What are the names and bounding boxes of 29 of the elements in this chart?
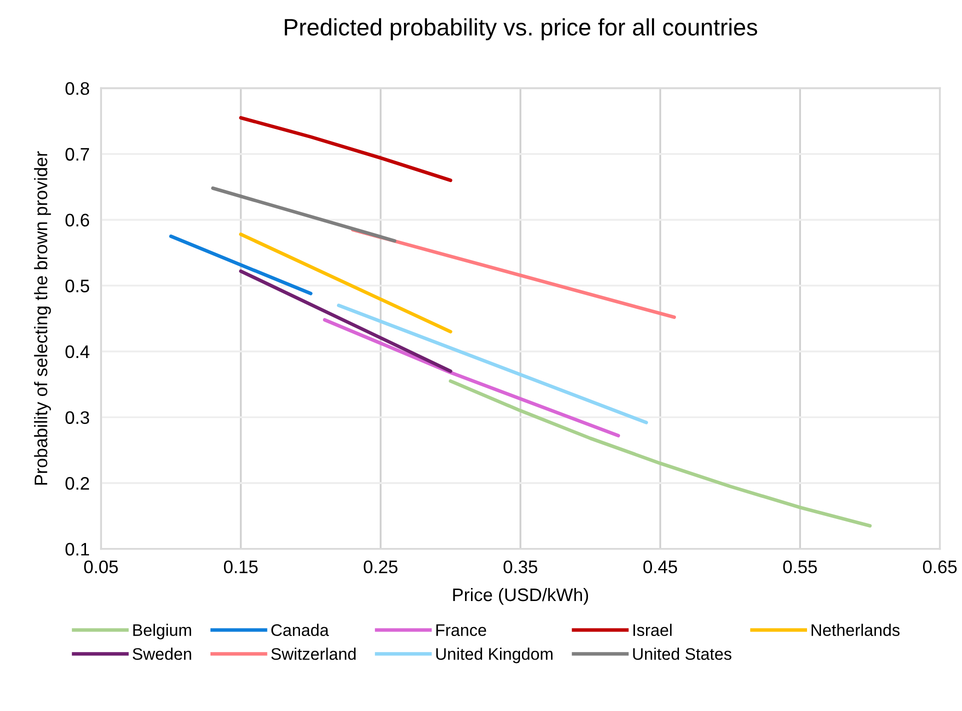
y-axis-title: Probability of selecting the brown provider [34, 151, 51, 485]
x-tick-label: 0.35 [504, 560, 538, 574]
y-tick-label: 0.5 [66, 280, 90, 292]
legend-label: Belgium [133, 624, 192, 640]
legend-label: Israel [633, 624, 672, 636]
legend-label: Canada [271, 624, 329, 636]
legend-label: United Kingdom [436, 648, 552, 664]
y-tick-label: 0.6 [66, 214, 90, 227]
x-tick-label: 0.15 [224, 560, 258, 574]
y-tick-label: 0.4 [66, 345, 90, 358]
chart-title: Predicted probability vs. price for all countries [284, 18, 758, 40]
y-tick-label: 0.3 [66, 411, 90, 424]
y-tick-label: 0.1 [66, 542, 90, 556]
legend-label: Netherlands [812, 624, 900, 636]
line-series [448, 379, 872, 528]
x-tick-label: 0.45 [643, 560, 678, 574]
legend-label: United States [633, 648, 732, 660]
y-tick-label: 0.7 [66, 148, 89, 161]
line-series [239, 116, 452, 182]
x-tick-label: 0.05 [84, 560, 118, 574]
x-axis-title: Price (USD/kWh) [453, 588, 588, 605]
legend-label: Sweden [132, 648, 192, 660]
legend-label: France [436, 624, 486, 636]
legend-label: Switzerland [271, 648, 356, 660]
x-tick-label: 0.55 [783, 560, 817, 574]
y-tick-label: 0.8 [66, 82, 90, 95]
y-tick-label: 0.2 [66, 477, 89, 490]
x-tick-label: 0.25 [364, 560, 398, 574]
x-tick-label: 0.65 [923, 560, 957, 574]
